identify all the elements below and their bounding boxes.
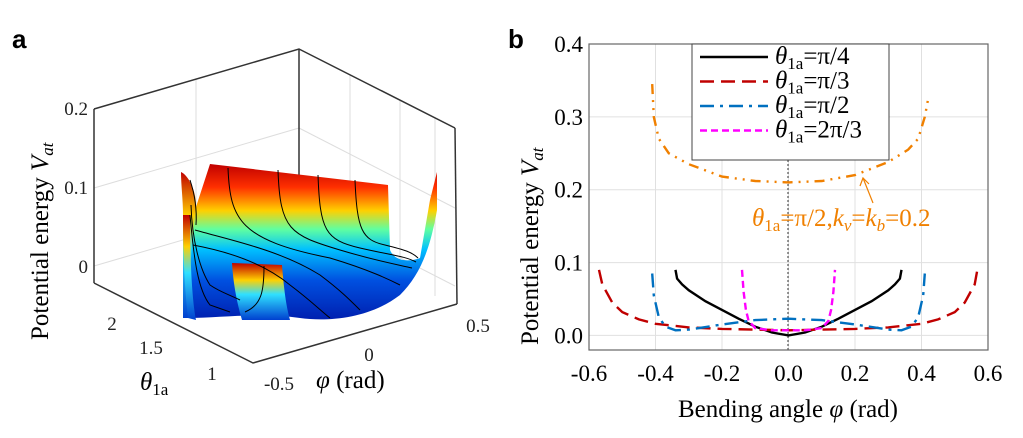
phi-tick-label: 0.5 — [466, 316, 490, 337]
series-line-3 — [740, 269, 837, 332]
y-tick-label: 0.4 — [554, 32, 583, 57]
phi-tick-label: -0.5 — [264, 374, 294, 395]
x-tick-label: -0.2 — [704, 361, 740, 386]
theta-axis-label: θ1a — [140, 369, 169, 399]
y-tick-label: 0.1 — [554, 251, 583, 276]
x-tick-label: 0.6 — [974, 361, 1003, 386]
x-tick-label: -0.4 — [637, 361, 674, 386]
panel-label-b: b — [508, 24, 524, 54]
x-tick-label: 0.2 — [841, 361, 870, 386]
x-tick-label: 0.0 — [774, 361, 803, 386]
annotation-label: θ1a=π/2,kv=kb=0.2 — [752, 205, 930, 235]
legend-entry: θ1a=π/2 — [775, 92, 850, 122]
z-axis-label: Potential energy Vat — [27, 141, 57, 340]
z-tick-label: 0 — [79, 257, 89, 278]
x-tick-label: 0.4 — [907, 361, 936, 386]
legend-entry: θ1a=π/4 — [775, 43, 850, 73]
y-tick-label: 0.3 — [554, 105, 583, 130]
annotation-orange-curve: θ1a=π/2,kv=kb=0.2 — [752, 176, 930, 235]
theta-tick-label: 1.5 — [139, 338, 163, 359]
legend-entry: θ1a=π/3 — [775, 68, 850, 98]
y-tick-label: 0.0 — [554, 323, 583, 348]
z-tick-label: 0.2 — [64, 99, 88, 120]
panel-label-a: a — [12, 24, 27, 54]
legend-entry: θ1a=2π/3 — [775, 117, 862, 147]
series-line-4 — [651, 84, 930, 184]
z-tick-label: 0.1 — [64, 178, 88, 199]
series-line-2 — [651, 273, 926, 332]
series-line-0 — [674, 269, 903, 337]
phi-tick-label: 0 — [364, 345, 374, 366]
axes-box-3d — [93, 48, 458, 364]
x-tick-label: -0.6 — [571, 361, 607, 386]
theta-tick-label: 2 — [107, 314, 117, 335]
theta-tick-label: 1 — [207, 364, 217, 385]
phi-axis-label: φ (rad) — [316, 367, 385, 394]
y-axis-label: Potential energy Vat — [517, 146, 547, 345]
potential-surface — [181, 164, 437, 320]
x-axis-label: Bending angle φ (rad) — [678, 396, 898, 423]
y-tick-label: 0.2 — [554, 178, 583, 203]
